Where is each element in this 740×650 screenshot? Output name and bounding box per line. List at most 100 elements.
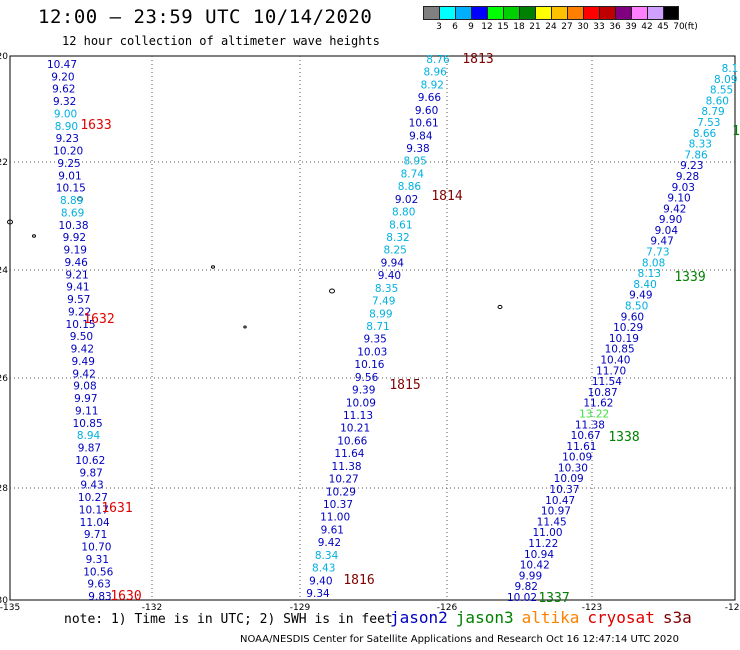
wave-height-value: 10.87 — [588, 387, 618, 399]
legend-item-s3a: s3a — [662, 608, 692, 627]
color-scale-swatch — [647, 6, 663, 20]
wave-height-value: 9.40 — [378, 270, 401, 282]
latitude-label: 24 — [0, 266, 8, 276]
wave-height-value: 8.90 — [55, 121, 78, 133]
wave-height-value: 9.84 — [409, 130, 433, 142]
color-scale-swatch — [615, 6, 631, 20]
color-scale-swatch — [471, 6, 487, 20]
wave-height-value: 10.02 — [507, 592, 537, 604]
color-scale-swatch — [439, 6, 455, 20]
wave-height-value: 9.99 — [519, 570, 542, 582]
wave-height-value: 10.17 — [79, 504, 109, 516]
pass-time-label: 1813 — [462, 52, 493, 67]
wave-height-value: 9.47 — [650, 236, 673, 248]
wave-height-value: 11.00 — [320, 512, 350, 524]
wave-height-value: 10.15 — [66, 319, 96, 331]
wave-height-value: 8.69 — [61, 207, 84, 219]
legend-item-cryosat: cryosat — [587, 608, 655, 627]
wave-height-value: 9.34 — [306, 588, 330, 600]
units-note: note: 1) Time is in UTC; 2) SWH is in fe… — [64, 612, 393, 627]
color-scale-label: 18 — [513, 22, 525, 32]
pass-time-label: 1339 — [674, 270, 705, 285]
wave-height-value: 8.74 — [401, 168, 425, 180]
wave-height-value: 10.37 — [549, 484, 579, 496]
wave-height-value: 9.25 — [57, 158, 80, 170]
wave-height-value: 10.85 — [605, 344, 635, 356]
wave-height-value: 11.04 — [80, 517, 110, 529]
color-scale-label: 33 — [593, 22, 605, 32]
latitude-label: 30 — [0, 596, 8, 606]
wave-height-value: 10.16 — [354, 359, 384, 371]
wave-height-value: 9.21 — [65, 269, 88, 281]
wave-height-value: 8.99 — [369, 308, 392, 320]
wave-height-value: 11.45 — [537, 516, 567, 528]
longitude-label: -129 — [290, 603, 311, 613]
wave-height-value: 10.30 — [558, 462, 588, 474]
island-outline — [211, 265, 215, 269]
wave-height-value: 8.80 — [392, 207, 415, 219]
wave-height-value: 9.35 — [363, 334, 386, 346]
wave-height-value: 11.13 — [343, 410, 373, 422]
color-scale-swatch — [487, 6, 503, 20]
island-outline — [497, 304, 503, 310]
latitude-label: 22 — [0, 158, 8, 168]
wave-height-value: 11.54 — [592, 376, 622, 388]
wave-height-value: 11.61 — [566, 441, 596, 453]
wave-height-value: 8.61 — [389, 219, 412, 231]
wave-height-value: 8.95 — [403, 156, 426, 168]
color-scale-swatch — [503, 6, 519, 20]
wave-height-value: 10.20 — [53, 146, 83, 158]
wave-height-value: 9.94 — [381, 257, 405, 269]
wave-height-value: 8.76 — [426, 54, 450, 66]
wave-height-value: 10.61 — [409, 118, 439, 130]
longitude-label: -132 — [142, 603, 162, 613]
wave-height-value: 9.46 — [64, 257, 88, 269]
wave-height-value: 9.10 — [667, 193, 690, 205]
color-scale-label: 42 — [641, 22, 653, 32]
wave-height-value: 8.13 — [638, 268, 661, 280]
satellite-legend: jason2 jason3 altika cryosat s3a — [390, 608, 700, 627]
wave-height-value: 10.42 — [520, 560, 550, 572]
island-outline — [7, 219, 13, 225]
wave-height-value: 11.70 — [596, 365, 626, 377]
wave-height-value: 13.22 — [579, 408, 609, 420]
wave-height-value: 9.42 — [72, 368, 95, 380]
color-scale-label: 6 — [452, 22, 458, 32]
pass-time-label: 1633 — [80, 118, 111, 133]
wave-height-value: 9.31 — [86, 554, 109, 566]
wave-height-value: 9.97 — [74, 393, 97, 405]
wave-height-value: 11.38 — [575, 419, 605, 431]
wave-height-value: 9.90 — [659, 214, 682, 226]
wave-height-value: 8.33 — [689, 139, 712, 151]
wave-height-value: 9.87 — [79, 467, 102, 479]
color-scale-swatch — [423, 6, 439, 20]
pass-time-label: 1816 — [343, 573, 374, 588]
wave-height-value: 9.63 — [87, 579, 110, 591]
latitude-label: 28 — [0, 484, 8, 494]
wave-height-value: 9.23 — [56, 133, 79, 145]
wave-height-value: 9.87 — [78, 443, 101, 455]
map-frame — [9, 55, 736, 601]
wave-height-value: 10.70 — [81, 542, 111, 554]
wave-height-value: 10.15 — [56, 183, 86, 195]
wave-height-value: 9.57 — [67, 294, 90, 306]
wave-height-value: 8.32 — [386, 232, 409, 244]
wave-height-value: 8.89 — [60, 195, 83, 207]
wave-height-value: 11.22 — [528, 538, 558, 550]
wave-height-value: 11.00 — [532, 527, 562, 539]
wave-height-value: 10.09 — [346, 397, 376, 409]
wave-height-value: 8.60 — [706, 95, 729, 107]
longitude-label: -135 — [0, 603, 20, 613]
wave-height-value: 11.62 — [583, 398, 613, 410]
wave-height-value: 8.09 — [714, 74, 737, 86]
wave-height-value: 10.38 — [58, 220, 88, 232]
color-scale-label: 27 — [561, 22, 573, 32]
wave-height-value: 9.82 — [515, 581, 538, 593]
wave-height-value: 10.21 — [340, 423, 370, 435]
pass-time-label: 1631 — [101, 501, 132, 516]
wave-height-value: 9.41 — [66, 282, 89, 294]
wave-height-value: 9.60 — [415, 105, 438, 117]
wave-height-value: 10.66 — [337, 435, 367, 447]
wave-height-value: 9.22 — [68, 306, 91, 318]
